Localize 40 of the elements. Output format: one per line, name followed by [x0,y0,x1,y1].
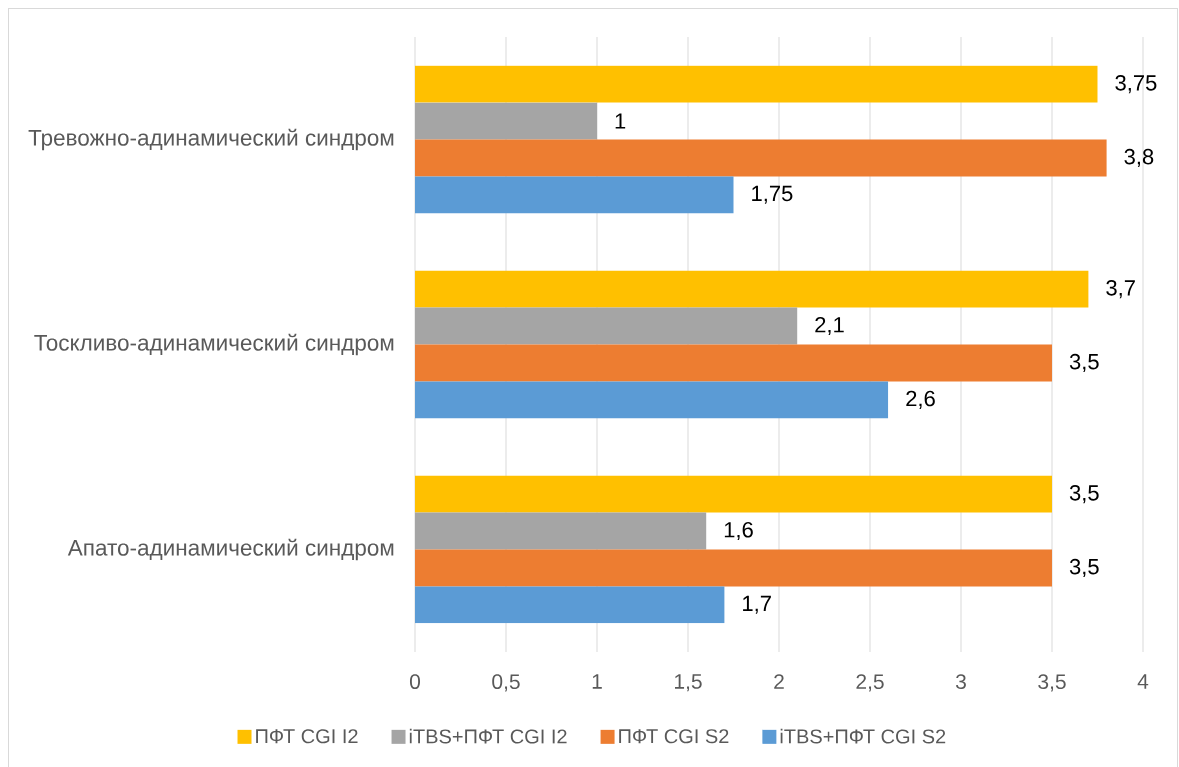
legend-label: ПФТ CGI S2 [619,729,729,744]
x-tick-label: 0 [409,674,421,690]
data-label: 1,75 [752,185,793,204]
x-tick-label: 2 [774,674,784,689]
data-label: 2,6 [906,390,935,409]
bar [415,344,1052,382]
data-label: 3,7 [1106,280,1135,299]
bar [415,512,707,550]
bar [415,65,1098,103]
x-tick-label: 1 [592,674,602,689]
data-label: 3,5 [1069,485,1099,504]
data-label: 2,1 [815,316,844,336]
bar [415,176,734,214]
data-label: 3,75 [1115,75,1157,94]
bar [415,549,1052,587]
data-label: 3,5 [1069,353,1099,373]
bar [415,586,725,624]
legend-label: ПФТ CGI I2 [256,729,358,744]
data-label: 3,5 [1069,558,1099,578]
x-tick-label: 2,5 [856,674,884,692]
y-tick-label: Тоскливо-адинамический синдром [34,333,394,356]
y-tick-label: Апато-адинамический синдром [67,538,394,561]
x-tick-label: 3,5 [1038,674,1066,692]
legend-label: iTBS+ПФТ CGI I2 [409,728,567,744]
y-tick-label: Тревожно-адинамический синдром [28,128,394,151]
bar [415,139,1107,177]
bar [415,307,798,345]
bar [415,270,1089,308]
data-label: 3,8 [1124,148,1154,168]
x-tick-label: 3 [955,674,966,690]
bar [415,475,1052,513]
data-label: 1,7 [743,595,771,614]
bar [415,381,889,419]
data-label: 1,6 [724,521,753,541]
data-label: 1 [615,113,626,129]
bar [415,102,597,140]
x-tick-label: 4 [1137,674,1149,689]
x-tick-label: 1,5 [675,674,702,692]
legend-label: iTBS+ПФТ CGI S2 [780,728,946,744]
x-tick-label: 0,5 [492,674,520,692]
